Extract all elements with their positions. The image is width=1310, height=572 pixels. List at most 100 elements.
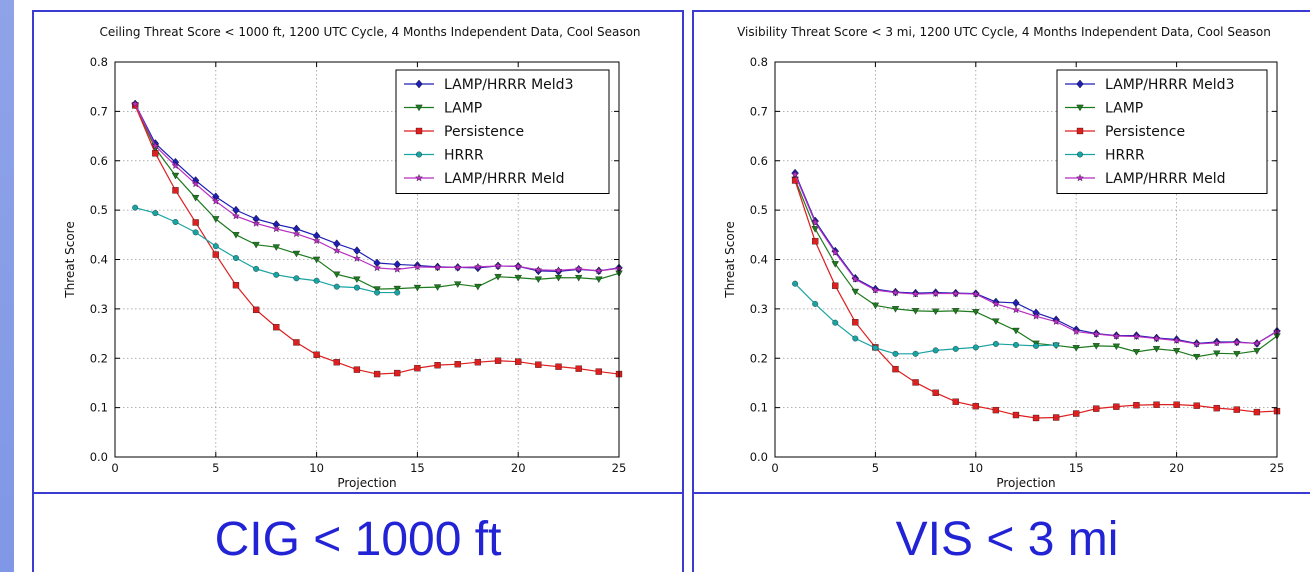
data-point-square-marker [812, 238, 819, 245]
data-point-diamond-marker [1076, 79, 1084, 89]
data-point-square-marker [212, 251, 219, 258]
data-point-star-marker [312, 236, 321, 244]
data-point-circle-marker [972, 344, 979, 351]
y-tick-label: 0.0 [750, 450, 768, 464]
chart-title: Visibility Threat Score < 3 mi, 1200 UTC… [737, 25, 1271, 39]
data-point-star-marker [131, 99, 139, 108]
data-point-circle-marker [932, 347, 939, 354]
data-point-star-marker [534, 265, 543, 274]
ceiling-chart-panel: Ceiling Threat Score < 1000 ft, 1200 UTC… [32, 10, 684, 572]
ceiling-threat-chart: Ceiling Threat Score < 1000 ft, 1200 UTC… [63, 25, 641, 490]
data-point-star-marker [1253, 339, 1261, 347]
data-point-star-marker [992, 299, 1000, 308]
legend-label: LAMP/HRRR Meld3 [1105, 77, 1234, 93]
data-point-circle-marker [313, 277, 320, 284]
data-point-square-marker [394, 369, 401, 377]
data-point-square-marker [575, 365, 582, 372]
y-tick-label: 0.4 [750, 253, 768, 267]
data-point-triangle-marker [1152, 346, 1161, 353]
data-point-circle-marker [192, 229, 199, 236]
data-point-triangle-marker [575, 275, 583, 282]
data-point-star-marker [292, 229, 301, 238]
data-point-diamond-marker [415, 79, 423, 89]
data-point-square-marker [595, 368, 602, 375]
legend-label: HRRR [1105, 148, 1145, 164]
data-point-square-marker [415, 127, 423, 135]
data-point-circle-marker [293, 275, 300, 282]
data-point-star-marker [171, 161, 180, 169]
data-point-triangle-marker [1132, 349, 1141, 356]
data-point-triangle-marker [312, 256, 321, 264]
slide-side-strip [0, 0, 14, 572]
data-point-star-marker [931, 289, 940, 297]
data-point-square-marker [1052, 414, 1060, 421]
x-tick-label: 5 [212, 461, 219, 475]
data-point-square-marker [1032, 414, 1040, 422]
data-point-star-marker [791, 170, 799, 178]
legend-box [1056, 69, 1268, 194]
data-point-square-marker [1173, 401, 1180, 408]
legend-label: LAMP/HRRR Meld [444, 171, 565, 187]
data-point-square-marker [555, 363, 562, 370]
y-tick-label: 0.5 [90, 203, 108, 217]
data-point-square-marker [353, 366, 361, 373]
panel-divider [694, 492, 1310, 494]
data-point-triangle-marker [514, 275, 522, 282]
data-point-circle-marker [1077, 151, 1083, 158]
data-point-star-marker [191, 179, 200, 188]
data-point-star-marker [811, 218, 819, 226]
data-point-star-marker [1132, 332, 1141, 340]
data-point-circle-marker [892, 350, 899, 357]
y-tick-label: 0.4 [90, 253, 108, 267]
data-point-circle-marker [374, 289, 381, 296]
data-point-triangle-marker [171, 172, 180, 180]
data-point-square-marker [333, 359, 340, 366]
series-line [794, 283, 1057, 355]
y-axis-label: Threat Score [63, 221, 77, 298]
data-point-triangle-marker [353, 276, 361, 283]
data-point-triangle-marker [1072, 345, 1080, 352]
data-point-star-marker [1233, 338, 1241, 346]
x-axis-label: Projection [996, 476, 1055, 490]
x-tick-label: 0 [771, 461, 778, 475]
data-point-star-marker [1032, 312, 1040, 320]
data-point-star-marker [453, 263, 462, 271]
data-point-triangle-marker [494, 274, 502, 281]
chart-title: Ceiling Threat Score < 1000 ft, 1200 UTC… [99, 25, 640, 39]
data-point-circle-marker [333, 283, 340, 290]
data-point-square-marker [932, 389, 939, 396]
data-point-circle-marker [952, 345, 959, 352]
data-point-star-marker [1012, 305, 1020, 314]
data-point-square-marker [832, 282, 839, 289]
y-tick-label: 0.6 [90, 154, 108, 168]
gridlines [775, 62, 1277, 457]
series-persistence [132, 102, 623, 378]
data-point-triangle-marker [191, 195, 200, 202]
data-point-square-marker [273, 323, 280, 331]
data-point-circle-marker [1053, 341, 1060, 348]
data-point-triangle-marker [212, 216, 220, 223]
data-point-triangle-marker [554, 275, 563, 282]
data-point-star-marker [891, 288, 900, 296]
data-point-star-marker [574, 264, 583, 273]
data-point-star-marker [1152, 334, 1161, 342]
data-point-star-marker [1076, 174, 1084, 182]
chart-legend: LAMP/HRRR Meld3 LAMP Persistence HRRR LAMP/H… [1056, 69, 1268, 194]
series-lamp-hrrr-meld [791, 170, 1281, 348]
data-point-square-marker [1253, 408, 1261, 416]
data-point-square-marker [434, 362, 441, 369]
x-tick-label: 15 [410, 461, 425, 475]
y-tick-label: 0.7 [90, 104, 108, 118]
y-tick-label: 0.3 [90, 302, 108, 316]
series-persistence [791, 177, 1281, 422]
legend-label: LAMP/HRRR Meld [1105, 171, 1226, 187]
data-point-square-marker [1213, 404, 1220, 412]
data-point-star-marker [831, 248, 840, 256]
x-tick-label: 25 [612, 461, 627, 475]
y-tick-label: 0.2 [750, 351, 768, 365]
data-point-circle-marker [172, 219, 179, 225]
data-point-star-marker [393, 265, 402, 273]
data-point-square-marker [1113, 403, 1120, 410]
data-point-star-marker [1192, 339, 1201, 348]
data-point-circle-marker [1033, 342, 1039, 349]
